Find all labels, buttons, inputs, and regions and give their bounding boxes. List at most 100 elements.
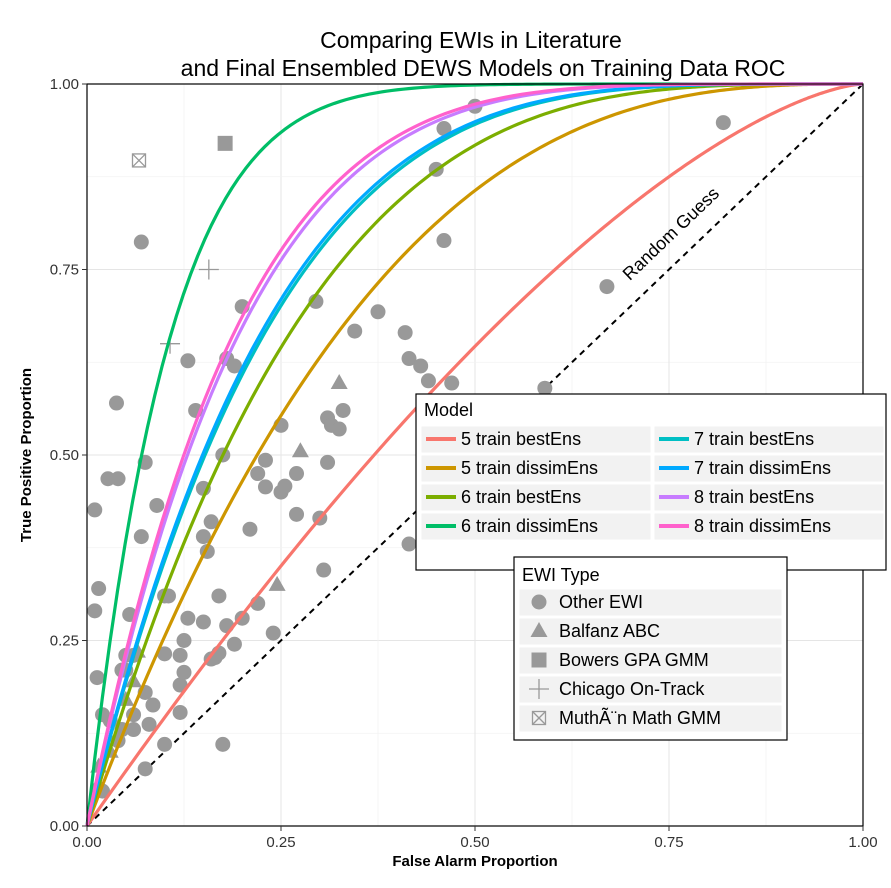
- other-ewi-point: [401, 536, 417, 552]
- other-ewi-point: [397, 325, 413, 341]
- other-ewi-point: [444, 375, 460, 391]
- y-tick-label: 0.50: [50, 447, 79, 464]
- other-ewi-point: [370, 304, 386, 320]
- boxed-x-diag-2: [132, 153, 146, 168]
- model-legend-label: 8 train dissimEns: [694, 516, 831, 536]
- other-ewi-point: [110, 471, 126, 487]
- random-guess-line: [86, 83, 864, 827]
- chart-title-line-1: Comparing EWIs in Literature: [320, 27, 622, 53]
- other-ewi-point: [176, 633, 192, 648]
- x-axis-title: False Alarm Proportion: [392, 853, 557, 870]
- ewi-legend-key-bg: [518, 646, 783, 675]
- model-legend-item: 6 train dissimEns: [420, 512, 652, 541]
- other-ewi-legend-icon: [531, 594, 547, 610]
- other-ewi-point: [331, 421, 347, 437]
- model-legend-key-bg: [653, 512, 885, 541]
- other-ewi-point: [320, 454, 336, 470]
- other-ewi-point: [172, 647, 188, 663]
- other-ewi-point: [347, 323, 363, 339]
- ewi-legend-label: Balfanz ABC: [559, 621, 660, 641]
- model-legend-items: 5 train bestEns 5 train dissimEns 6 train …: [420, 425, 885, 541]
- other-ewi-point: [145, 697, 161, 713]
- other-ewi-point: [91, 581, 107, 597]
- boxed-x-box: [131, 153, 147, 168]
- other-ewi-point: [265, 625, 281, 641]
- ewi-legend-title: EWI Type: [522, 565, 600, 585]
- model-legend-key-bg: [653, 483, 885, 512]
- model-legend-key-bg: [420, 483, 652, 512]
- model-legend-label: 7 train dissimEns: [694, 458, 831, 478]
- other-ewi-point: [87, 603, 103, 619]
- other-ewi-point: [172, 704, 188, 720]
- model-legend-key-bg: [420, 512, 652, 541]
- ewi-legend-item: MuthÃ¨n Math GMM: [518, 704, 783, 733]
- ewi-legend-key-bg: [518, 704, 783, 733]
- other-ewi-point: [413, 358, 429, 374]
- triangle-legend-icon: [530, 622, 548, 637]
- plus-legend-icon: [529, 679, 549, 699]
- other-ewi-point: [257, 479, 273, 495]
- other-ewi-point: [289, 466, 305, 482]
- other-ewi-point: [108, 395, 124, 411]
- model-legend-key-bg: [653, 425, 885, 454]
- model-legend-label: 6 train dissimEns: [461, 516, 598, 536]
- model-legend-item: 8 train bestEns: [653, 483, 885, 512]
- chicago-on-track-point: [198, 259, 219, 280]
- other-ewi-point: [599, 279, 615, 295]
- model-legend: Model 5 train bestEns 5 train dissimEns 6 …: [415, 393, 887, 571]
- other-ewi-point: [203, 514, 219, 530]
- model-legend-key-bg: [420, 454, 652, 483]
- ewi-legend-item: Chicago On-Track: [518, 675, 783, 704]
- other-ewi-point: [277, 478, 293, 494]
- ewi-legend-items: Other EWI Balfanz ABC Bowers GPA GMM Chicag…: [518, 588, 783, 733]
- balfanz-abc-point: [268, 575, 286, 591]
- other-ewi-point: [180, 353, 196, 369]
- ewi-legend-label: Chicago On-Track: [559, 679, 705, 699]
- ewi-legend-item: Bowers GPA GMM: [518, 646, 783, 675]
- other-ewi-point: [289, 506, 305, 522]
- model-legend-label: 5 train dissimEns: [461, 458, 598, 478]
- y-axis-title: True Positive Proportion: [18, 368, 35, 542]
- other-ewi-point: [180, 610, 196, 626]
- other-ewi-point: [157, 736, 173, 752]
- model-legend-item: 8 train dissimEns: [653, 512, 885, 541]
- other-ewi-point: [89, 670, 105, 686]
- other-ewi-point: [95, 707, 111, 723]
- y-tick-label: 0.00: [50, 818, 79, 835]
- y-tick-label: 0.25: [50, 633, 79, 650]
- model-legend-label: 6 train bestEns: [461, 487, 581, 507]
- muthen-math-gmm-point: [131, 153, 147, 168]
- other-ewi-point: [211, 588, 227, 604]
- other-ewi-point: [172, 677, 188, 693]
- y-tick-label: 0.75: [50, 262, 79, 279]
- other-ewi-point: [215, 736, 231, 752]
- x-tick-label: 0.00: [72, 834, 101, 851]
- x-tick-label: 0.75: [654, 834, 683, 851]
- ewi-legend-key-bg: [518, 675, 783, 704]
- balfanz-abc-point: [291, 442, 309, 458]
- other-ewi-point: [141, 716, 157, 732]
- other-ewi-point: [226, 636, 242, 652]
- other-ewi-point: [195, 529, 211, 545]
- other-ewi-point: [157, 646, 173, 662]
- other-ewi-point: [149, 497, 165, 513]
- other-ewi-point: [436, 233, 452, 249]
- other-ewi-point: [420, 373, 436, 389]
- other-ewi-point: [537, 380, 553, 396]
- model-legend-key-bg: [420, 425, 652, 454]
- other-ewi-point: [715, 115, 731, 131]
- ewi-legend-label: Bowers GPA GMM: [559, 650, 709, 670]
- random-guess-layer: [86, 83, 864, 827]
- model-legend-label: 7 train bestEns: [694, 429, 814, 449]
- square-legend-icon: [531, 652, 547, 668]
- other-ewi-point: [250, 466, 266, 482]
- bowers-gpa-gmm-point: [217, 135, 233, 151]
- boxed-x-legend-icon: [531, 710, 547, 726]
- ewi-legend-key-bg: [518, 588, 783, 617]
- model-legend-item: 5 train dissimEns: [420, 454, 652, 483]
- model-legend-key-bg: [653, 454, 885, 483]
- chart-title-line-2: and Final Ensembled DEWS Models on Train…: [181, 55, 786, 81]
- other-ewi-point: [176, 664, 192, 680]
- x-tick-label: 1.00: [848, 834, 877, 851]
